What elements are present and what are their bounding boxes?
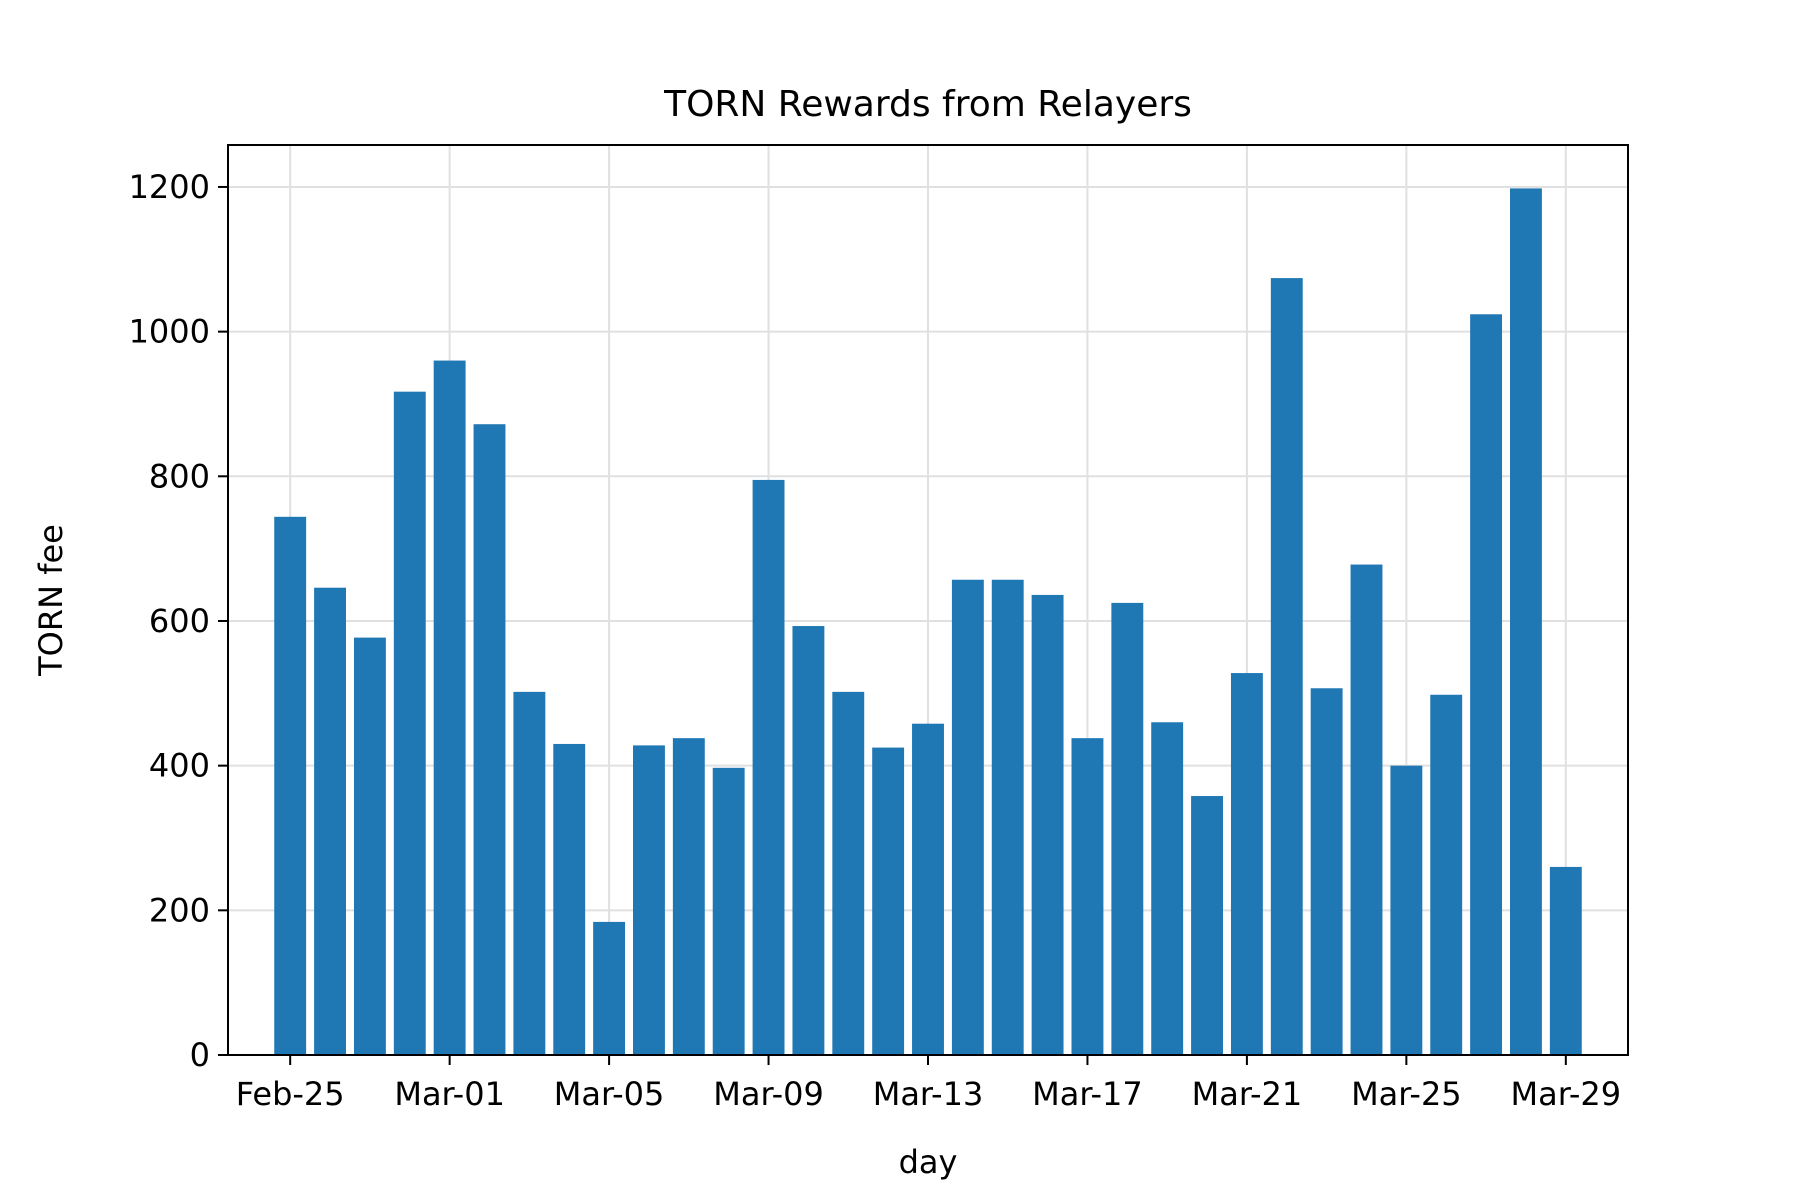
bars bbox=[274, 188, 1582, 1056]
bar bbox=[274, 516, 307, 1055]
y-axis: 0 200 400 600 800 1000 1200 bbox=[129, 168, 228, 1074]
x-tick-label: Mar-25 bbox=[1351, 1075, 1462, 1113]
bar bbox=[1310, 688, 1343, 1055]
bar bbox=[1430, 694, 1463, 1055]
bar bbox=[433, 360, 466, 1055]
chart-title: TORN Rewards from Relayers bbox=[663, 84, 1192, 125]
bar bbox=[912, 723, 944, 1055]
bar bbox=[1151, 722, 1184, 1055]
bar bbox=[1470, 314, 1503, 1055]
bar bbox=[513, 691, 546, 1055]
x-tick-label: Feb-25 bbox=[236, 1075, 345, 1113]
y-tick-label: 1000 bbox=[129, 313, 210, 351]
y-axis-label: TORN fee bbox=[32, 524, 70, 677]
bar bbox=[1549, 866, 1582, 1055]
x-tick-label: Mar-13 bbox=[873, 1075, 984, 1113]
x-tick-label: Mar-21 bbox=[1192, 1075, 1303, 1113]
bar bbox=[1111, 602, 1144, 1055]
x-tick-label: Mar-17 bbox=[1032, 1075, 1143, 1113]
bar bbox=[1191, 796, 1223, 1055]
bar bbox=[951, 579, 984, 1055]
bar bbox=[991, 579, 1024, 1055]
bar bbox=[832, 691, 865, 1055]
x-axis: Feb-25 Mar-01 Mar-05 Mar-09 Mar-13 Mar-17 Mar-… bbox=[236, 1055, 1621, 1113]
bar bbox=[1350, 564, 1383, 1055]
bar bbox=[314, 587, 346, 1055]
bar bbox=[872, 747, 905, 1055]
bar bbox=[593, 921, 626, 1055]
bar bbox=[633, 745, 665, 1055]
bar bbox=[353, 637, 386, 1055]
bar bbox=[1071, 738, 1104, 1055]
y-tick-label: 1200 bbox=[129, 168, 210, 206]
bar bbox=[1510, 188, 1542, 1055]
y-tick-label: 600 bbox=[149, 602, 210, 640]
x-tick-label: Mar-05 bbox=[554, 1075, 665, 1113]
bar bbox=[1031, 594, 1064, 1055]
bar bbox=[712, 767, 745, 1055]
bar bbox=[752, 479, 785, 1055]
bar bbox=[792, 626, 825, 1055]
x-tick-label: Mar-01 bbox=[394, 1075, 505, 1113]
x-tick-label: Mar-09 bbox=[713, 1075, 824, 1113]
bar bbox=[553, 743, 586, 1055]
y-tick-label: 200 bbox=[149, 891, 210, 929]
bar bbox=[473, 424, 506, 1056]
bar bbox=[1230, 673, 1263, 1055]
bar bbox=[1270, 278, 1303, 1055]
y-tick-label: 0 bbox=[190, 1036, 210, 1074]
bar bbox=[1390, 765, 1423, 1055]
bar bbox=[672, 738, 705, 1055]
bar bbox=[393, 391, 426, 1055]
y-tick-label: 800 bbox=[149, 457, 210, 495]
x-tick-label: Mar-29 bbox=[1511, 1075, 1622, 1113]
y-tick-label: 400 bbox=[149, 747, 210, 785]
x-axis-label: day bbox=[899, 1143, 958, 1181]
